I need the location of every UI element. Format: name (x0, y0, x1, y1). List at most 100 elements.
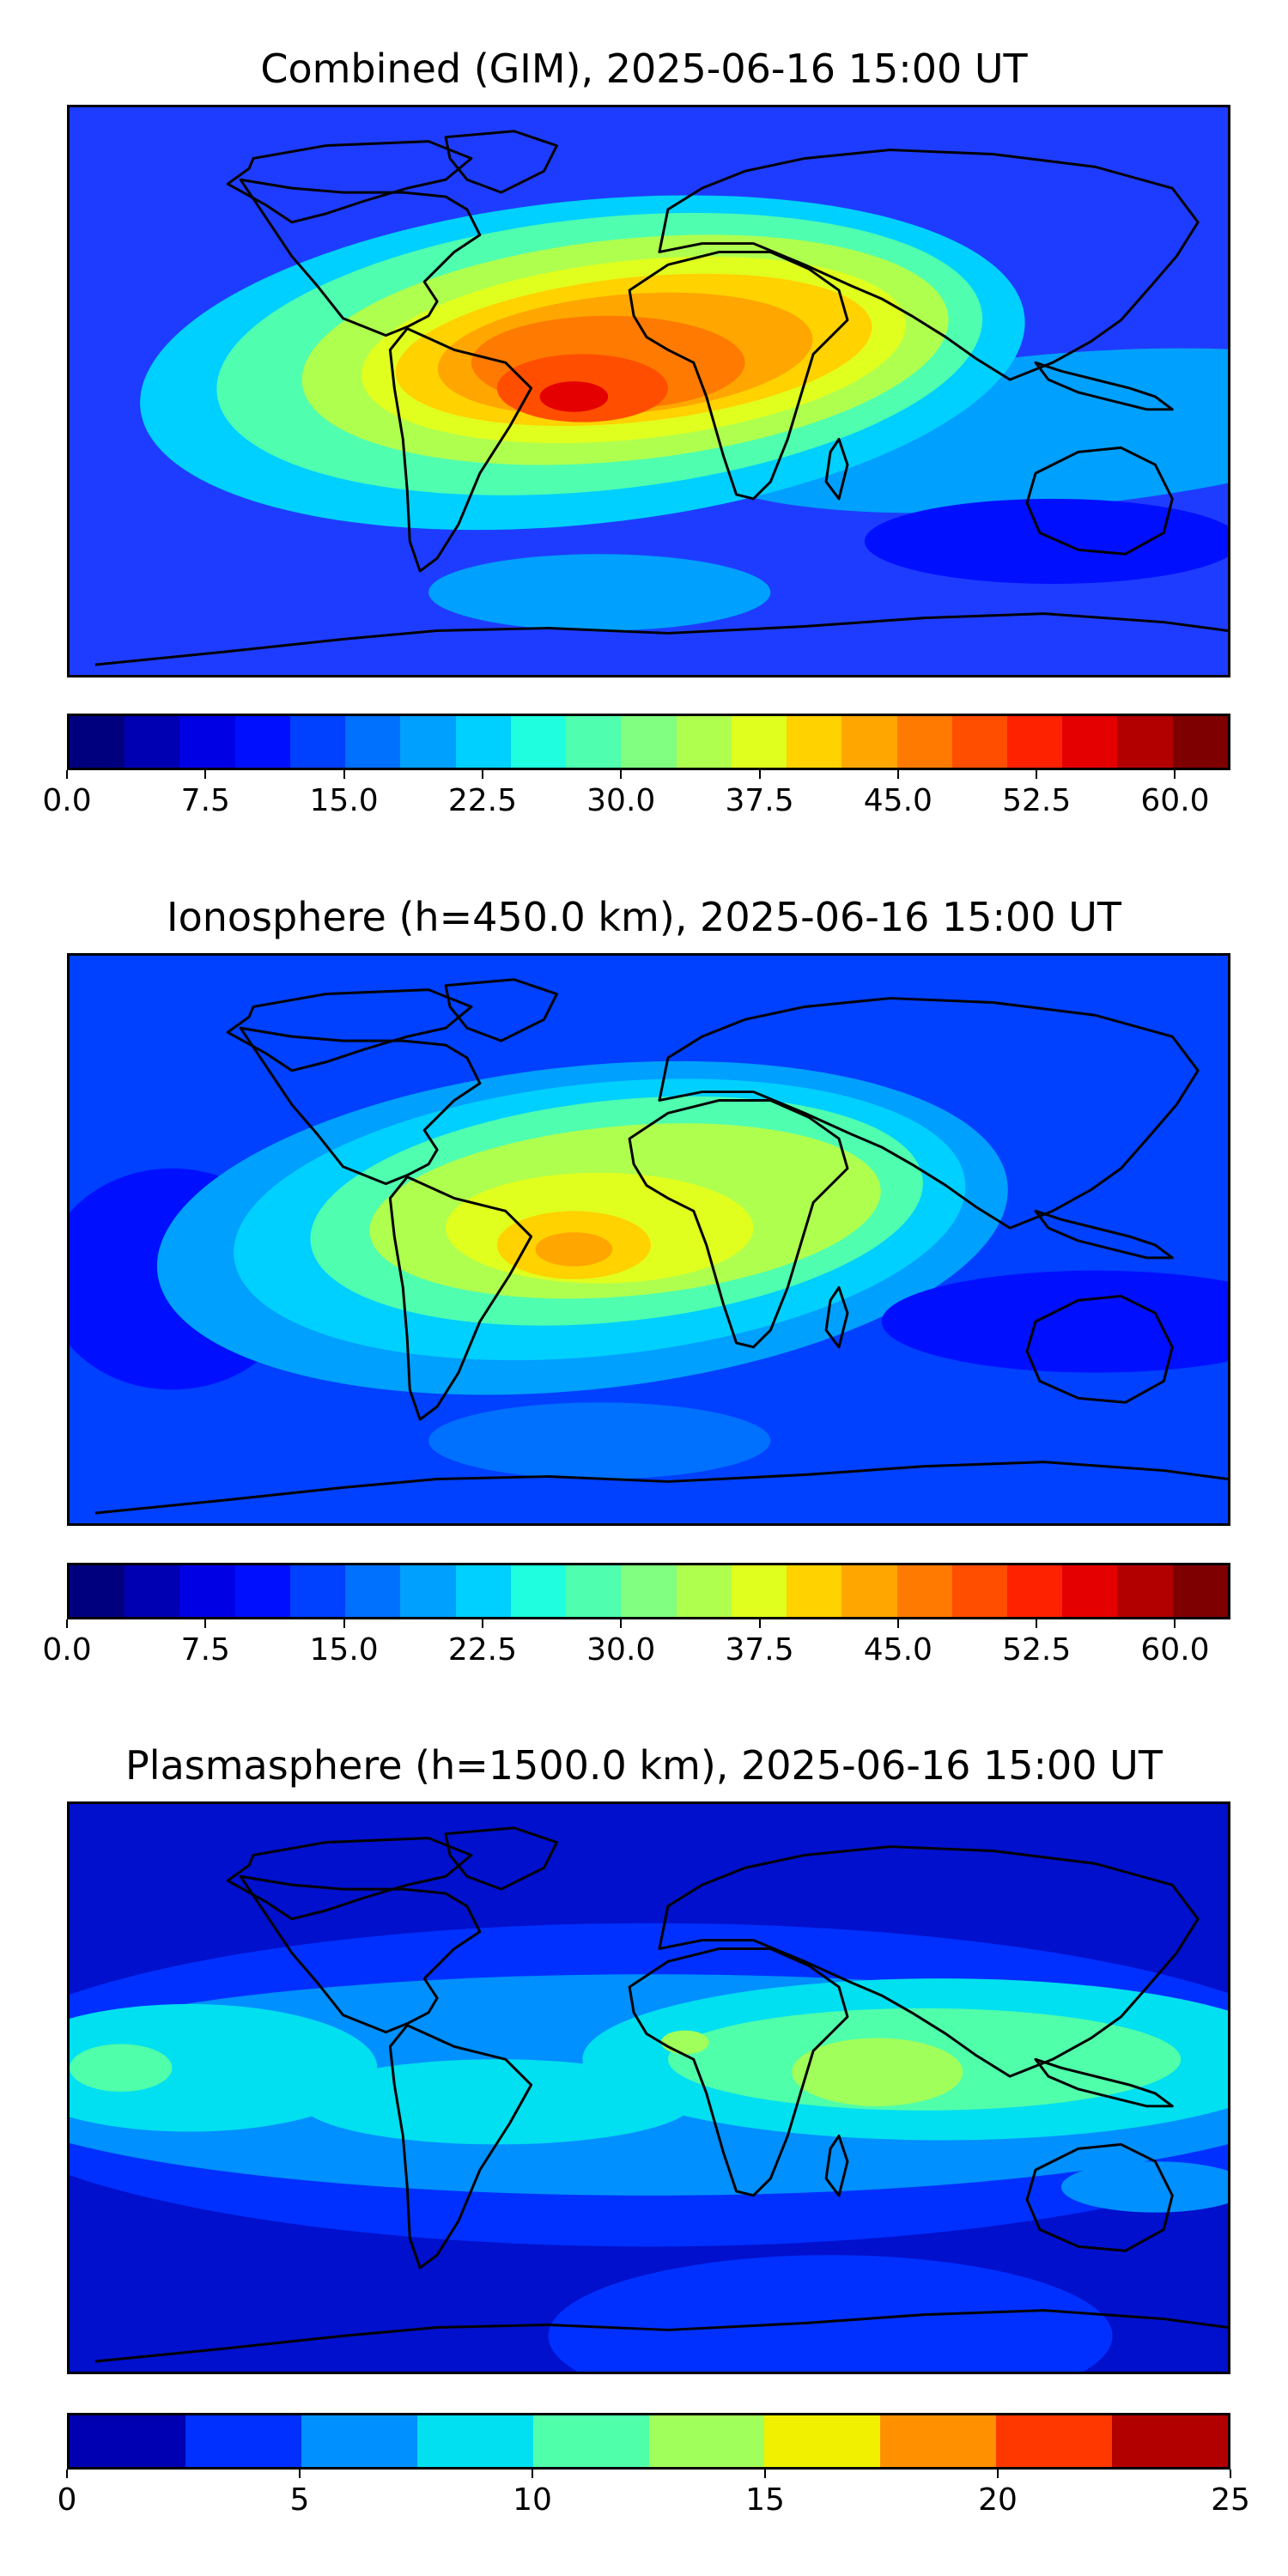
colorbar-segment (787, 1565, 842, 1617)
colorbar-tick-label: 22.5 (447, 1632, 517, 1668)
coastlines (94, 978, 1228, 1515)
colorbar-segment (455, 1565, 511, 1617)
colorbar-tick-label: 52.5 (1002, 783, 1072, 818)
colorbar-tick-label: 15 (745, 2482, 785, 2518)
colorbar-segment (532, 2415, 649, 2467)
contour-level (70, 2003, 378, 2132)
colorbar-tick-label: 7.5 (180, 1632, 230, 1668)
colorbar-tick-label: 37.5 (725, 1632, 794, 1668)
coastline-segment (658, 997, 1200, 1230)
colorbar-tick (1174, 1619, 1176, 1628)
colorbar-tick (1174, 770, 1176, 779)
colorbar-segment (301, 2415, 417, 2467)
tec-contours (140, 195, 1228, 631)
colorbar-tick (66, 2470, 68, 2478)
colorbar-tick (620, 1619, 623, 1628)
colorbar-segment (234, 716, 290, 768)
colorbar-segment (896, 716, 952, 768)
colorbar-segment (731, 1565, 787, 1617)
colorbar-tick (299, 2470, 301, 2478)
colorbar-segment (1172, 716, 1228, 768)
map-ionosphere (67, 953, 1230, 1526)
colorbar-tick (764, 2470, 766, 2478)
coastline-segment (94, 2309, 1228, 2363)
coastline-segment (1034, 2057, 1174, 2108)
colorbar-tick-label: 15.0 (309, 1632, 379, 1668)
colorbar-tick-label: 7.5 (180, 783, 230, 818)
colorbar-tick (204, 770, 207, 779)
colorbar-tick (758, 770, 761, 779)
colorbar-segment (400, 1565, 456, 1617)
coastline-segment (94, 1461, 1228, 1515)
colorbar-tick (758, 1619, 761, 1628)
colorbar-tick (620, 770, 623, 779)
colorbar-tick-label: 10 (513, 2482, 552, 2518)
coastline-segment (658, 149, 1200, 381)
coastline-segment (444, 978, 558, 1042)
contour-level (535, 1232, 613, 1267)
colorbar-segment (125, 716, 180, 768)
coastline-segment (824, 1286, 849, 1349)
coastline-segment (388, 1176, 533, 1421)
colorbar-segment (841, 716, 897, 768)
colorbar-tick (1036, 770, 1038, 779)
coastline-segment (444, 130, 558, 194)
colorbar-ionosphere (67, 1563, 1230, 1619)
coastline-segment (1034, 361, 1174, 411)
colorbar-segment (648, 2415, 765, 2467)
colorbar-segment (1006, 716, 1063, 768)
colorbar-segment (621, 1565, 677, 1617)
contour-level (864, 498, 1228, 584)
coastline-segment (239, 1874, 482, 2034)
colorbar-segment (289, 716, 346, 768)
coastline-segment (1025, 1294, 1174, 1404)
coastline-segment (1025, 446, 1174, 556)
colorbar-segment (400, 716, 456, 768)
colorbar-segment (787, 716, 842, 768)
coastline-segment (628, 250, 849, 501)
colorbar-segment (70, 716, 125, 768)
contour-level (792, 2038, 963, 2106)
coastline-segment (824, 2135, 849, 2197)
colorbar-segment (510, 1565, 567, 1617)
colorbar-segment (676, 1565, 732, 1617)
colorbar-segment (951, 1565, 1007, 1617)
colorbar-segment (70, 2415, 185, 2467)
colorbar-tick-label: 45.0 (863, 783, 933, 818)
coastline-segment (239, 178, 482, 337)
colorbar-tick (343, 770, 345, 779)
colorbar-tick (66, 770, 68, 779)
colorbar-segment (70, 1565, 125, 1617)
colorbar-segment (951, 716, 1007, 768)
colorbar-segment (289, 1565, 346, 1617)
panel-title-ionosphere: Ionosphere (h=450.0 km), 2025-06-16 15:0… (167, 894, 1121, 940)
colorbar-tick (896, 770, 899, 779)
colorbar-segment (896, 1565, 952, 1617)
panel-title-plasmasphere: Plasmasphere (h=1500.0 km), 2025-06-16 1… (125, 1742, 1163, 1789)
colorbar-combined (67, 714, 1230, 770)
colorbar-segment (416, 2415, 533, 2467)
coastline-segment (239, 1026, 482, 1186)
colorbar-segment (996, 2415, 1113, 2467)
colorbar-tick-label: 60.0 (1140, 783, 1210, 818)
contour-level (70, 2044, 173, 2092)
colorbar-tick-label: 5 (289, 2482, 310, 2518)
colorbar-tick (204, 1619, 207, 1628)
colorbar-tick-label: 60.0 (1140, 1632, 1210, 1668)
colorbar-segment (566, 1565, 622, 1617)
coastline-segment (1034, 1209, 1174, 1260)
colorbar-tick (481, 770, 483, 779)
colorbar-tick (997, 2470, 999, 2478)
colorbar-segment (1117, 1565, 1173, 1617)
contour-level (660, 2030, 709, 2055)
coastline-segment (1025, 2142, 1174, 2252)
colorbar-plasmasphere (67, 2413, 1230, 2470)
colorbar-tick-label: 45.0 (863, 1632, 933, 1668)
colorbar-tick (1036, 1619, 1038, 1628)
coastlines (94, 1826, 1228, 2363)
colorbar-tick-label: 22.5 (447, 783, 517, 818)
colorbar-segment (1117, 716, 1173, 768)
colorbar-tick-label: 20 (978, 2482, 1018, 2518)
coastline-segment (628, 1098, 849, 1349)
colorbar-segment (1062, 1565, 1118, 1617)
